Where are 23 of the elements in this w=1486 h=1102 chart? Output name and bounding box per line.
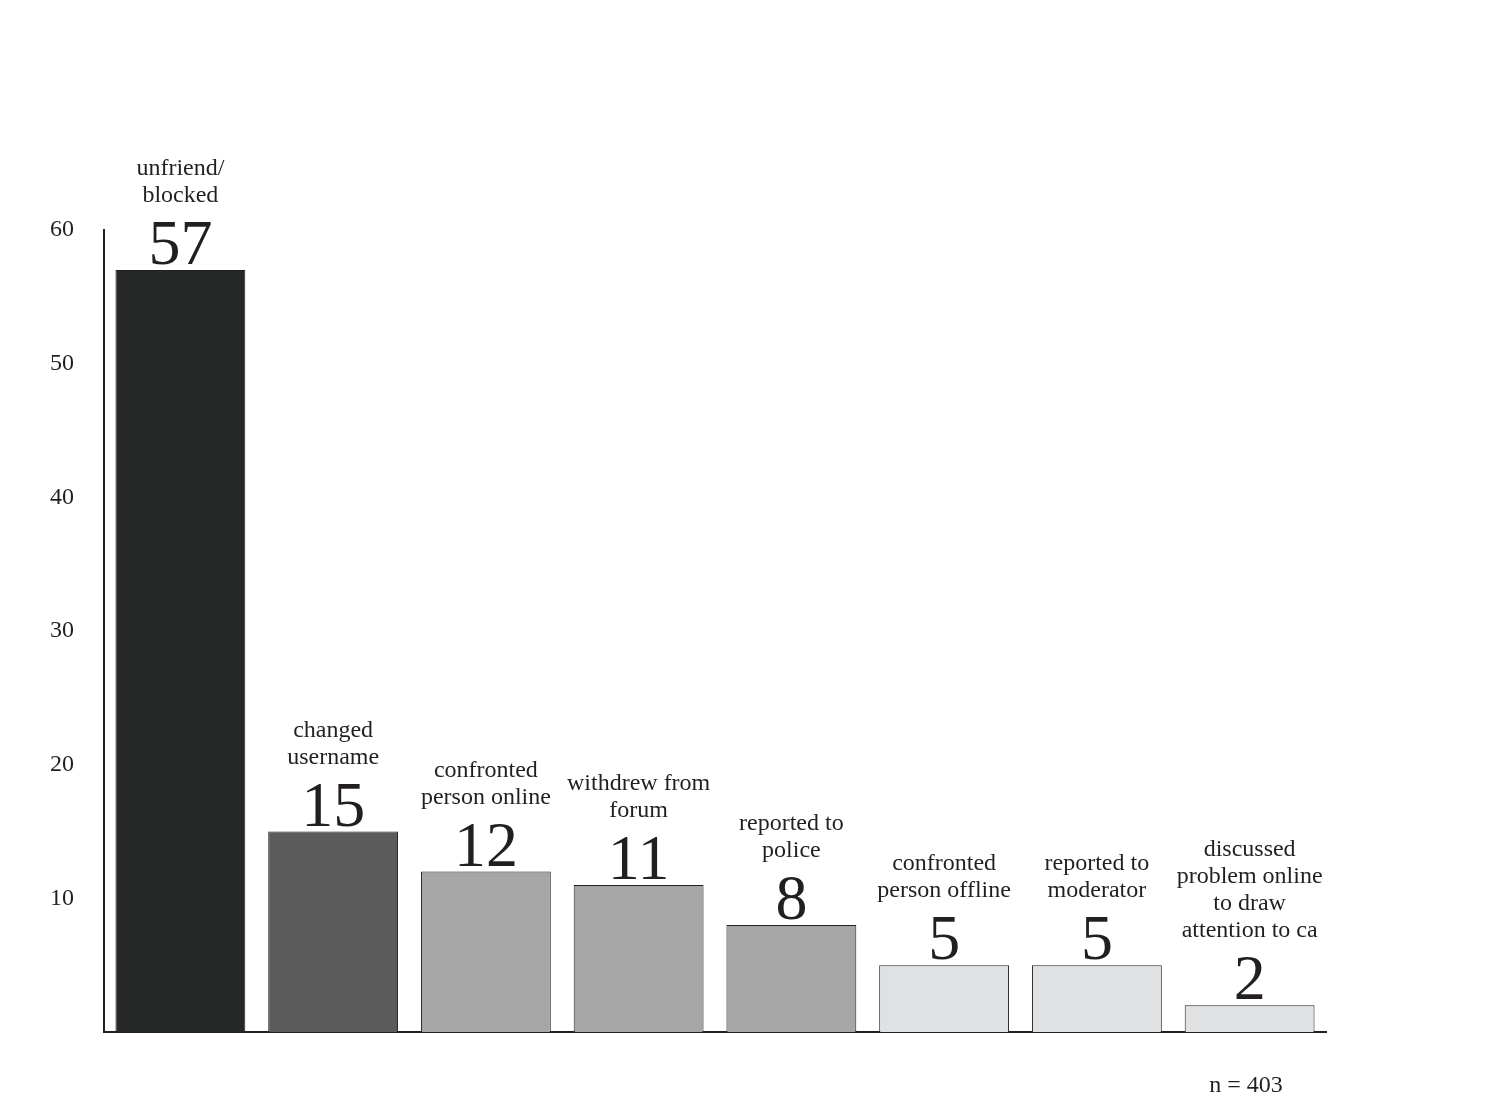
x-tick-label: confronted person offline	[877, 849, 1011, 903]
x-tick-label: reported to police	[739, 809, 844, 863]
x-tick-label: withdrew from forum	[566, 768, 711, 822]
data-label: 12	[453, 808, 518, 880]
x-tick-label: unfriend/ blocked	[136, 154, 225, 208]
data-label: 57	[148, 207, 213, 279]
x-tick-label: reported to moderator	[1044, 849, 1150, 903]
y-tick-label: 20	[50, 749, 74, 776]
data-label: 15	[301, 768, 366, 840]
text: n = 403	[1209, 1071, 1283, 1097]
y-tick-label: 10	[50, 883, 74, 910]
x-tick-label: discussed problem online to draw attention to ca	[1176, 835, 1323, 943]
data-label: 5	[928, 902, 961, 974]
y-tick-label: 60	[50, 215, 74, 242]
data-label: 5	[1080, 902, 1113, 974]
x-tick-label: confronted person online	[420, 755, 551, 809]
data-label: 2	[1233, 942, 1266, 1014]
data-label: 8	[775, 862, 808, 934]
y-tick-label: 50	[50, 348, 74, 375]
y-tick-label: 30	[50, 616, 74, 643]
y-tick-label: 40	[50, 482, 74, 509]
x-tick-label: changed username	[287, 715, 380, 769]
data-label: 11	[607, 821, 670, 893]
